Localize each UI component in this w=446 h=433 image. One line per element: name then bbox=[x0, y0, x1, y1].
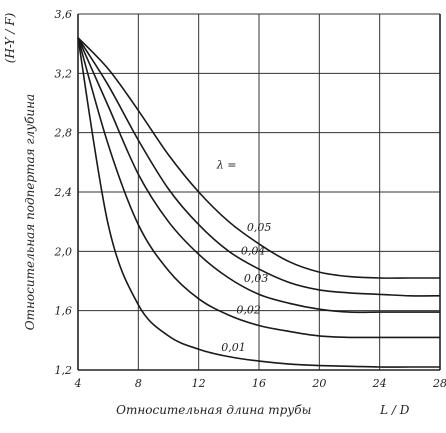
series-line-0,01 bbox=[77, 37, 440, 368]
x-axis-formula: L / D bbox=[379, 403, 410, 417]
y-tick-label: 3,6 bbox=[55, 8, 73, 21]
series-label: 0,04 bbox=[241, 244, 266, 257]
grid bbox=[77, 13, 441, 371]
series-label: 0,05 bbox=[247, 221, 272, 234]
x-axis-title: Относительная длина трубы bbox=[116, 403, 311, 417]
x-tick-labels: 4 8 12 16 20 24 28 bbox=[74, 377, 446, 390]
y-tick-label: 1,6 bbox=[55, 305, 73, 318]
x-tick-label: 12 bbox=[192, 377, 206, 390]
series-line-0,03 bbox=[77, 37, 440, 314]
x-tick-label: 16 bbox=[252, 377, 266, 390]
series-line-0,02 bbox=[77, 37, 440, 339]
y-tick-label: 2,8 bbox=[54, 127, 73, 140]
x-tick-label: 24 bbox=[372, 377, 387, 390]
x-tick-label: 8 bbox=[135, 377, 142, 390]
curve-labels: 0,01 0,02 0,03 0,04 0,05 bbox=[221, 221, 271, 354]
series-label: 0,03 bbox=[244, 272, 269, 285]
y-tick-label: 1,2 bbox=[55, 364, 73, 377]
series-line-0,04 bbox=[77, 37, 441, 297]
y-tick-label: 2,4 bbox=[54, 186, 73, 199]
y-tick-label: 3,2 bbox=[55, 67, 73, 80]
series-label: 0,02 bbox=[236, 304, 261, 317]
y-tick-labels: 1,2 1,6 2,0 2,4 2,8 3,2 3,6 bbox=[54, 8, 73, 377]
x-tick-label: 28 bbox=[432, 377, 446, 390]
x-tick-label: 4 bbox=[74, 377, 82, 390]
parameter-label: λ = bbox=[216, 158, 237, 171]
series-line-0,05 bbox=[77, 37, 440, 279]
y-axis-formula: (H-Y / F) bbox=[3, 12, 17, 63]
y-axis-title: Относительная подпертая глубина bbox=[23, 94, 37, 330]
y-tick-label: 2,0 bbox=[54, 245, 73, 258]
series-group bbox=[77, 37, 441, 368]
x-tick-label: 20 bbox=[311, 377, 326, 390]
series-label: 0,01 bbox=[221, 341, 246, 354]
